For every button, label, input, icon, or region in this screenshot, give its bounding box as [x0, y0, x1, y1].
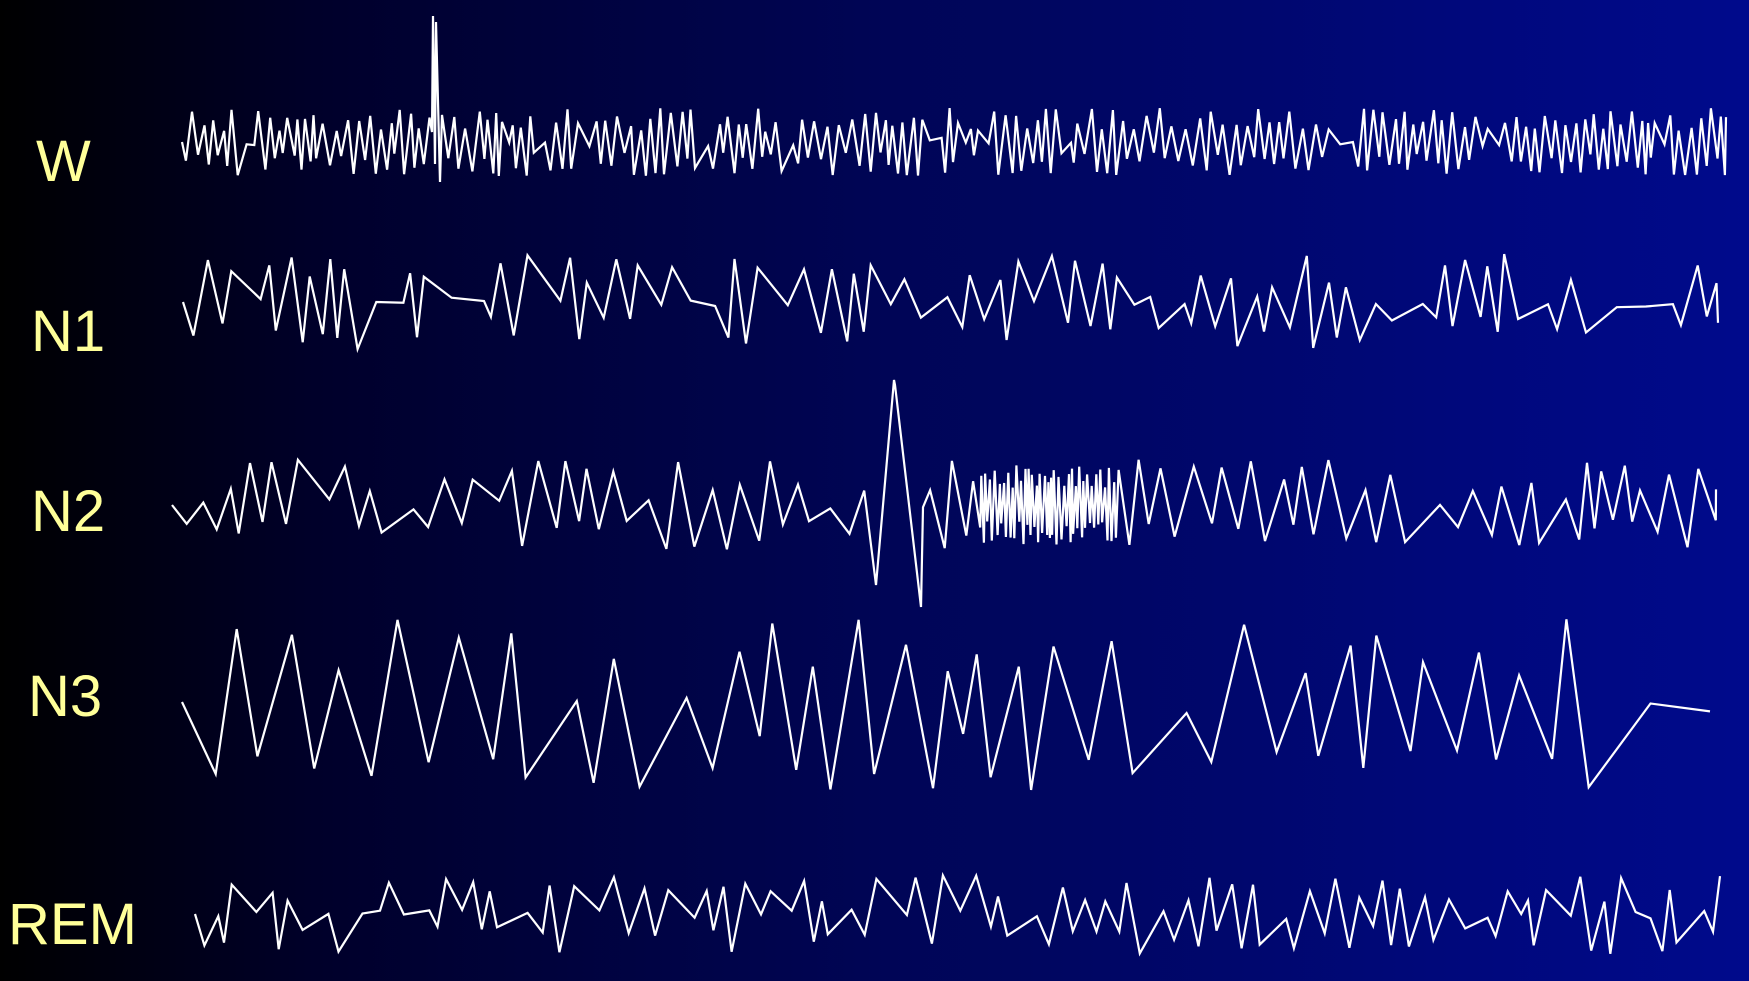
eeg-trace-n3	[181, 619, 1711, 791]
stage-label-n2: N2	[31, 479, 106, 544]
stage-label-w: W	[36, 129, 91, 194]
eeg-trace-n2	[171, 379, 1718, 608]
eeg-trace-rem	[193, 871, 1722, 957]
eeg-trace-w	[180, 15, 1728, 183]
stage-label-rem: REM	[8, 892, 137, 957]
stage-label-n1: N1	[31, 299, 106, 364]
eeg-trace-n1	[181, 252, 1720, 354]
stage-label-n3: N3	[28, 664, 103, 729]
